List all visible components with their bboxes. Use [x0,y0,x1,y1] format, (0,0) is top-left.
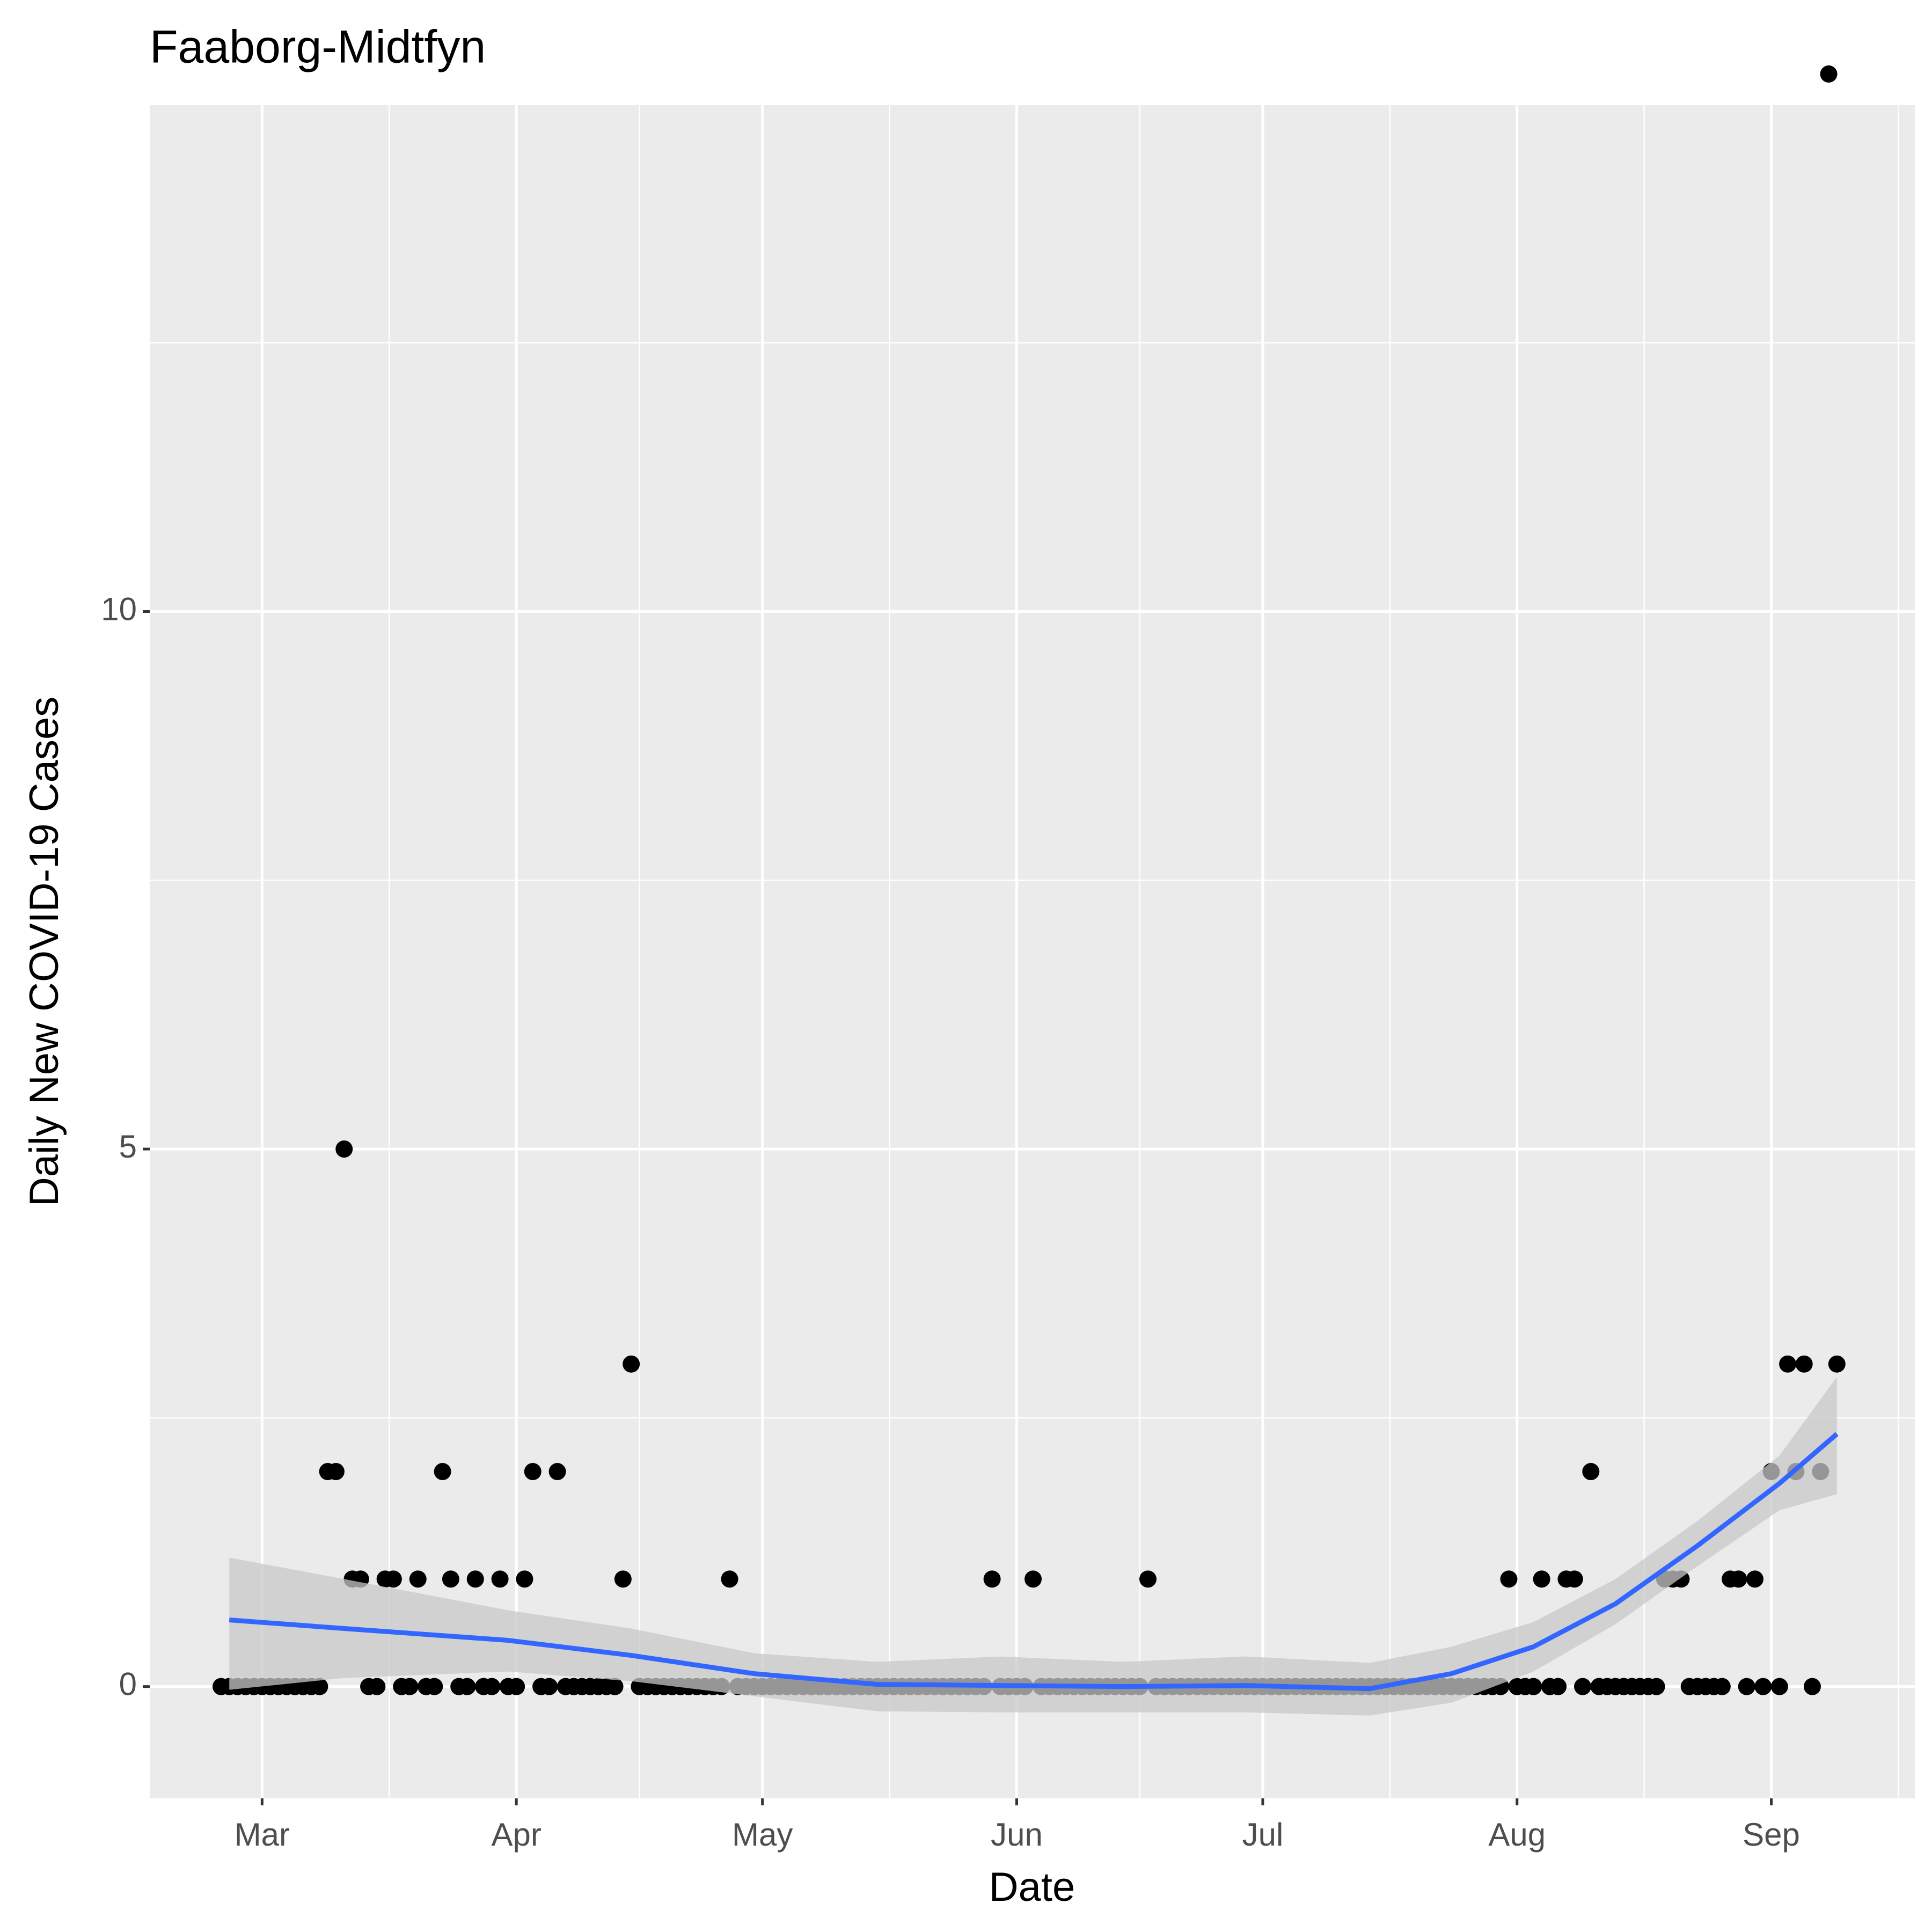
data-point [1525,1678,1542,1695]
x-tick-label: Mar [235,1817,290,1853]
x-tick-label: May [732,1817,793,1853]
x-axis-title: Date [989,1864,1075,1910]
data-point [401,1678,419,1695]
data-point [1738,1678,1755,1695]
data-point [426,1678,443,1695]
data-point [409,1570,427,1588]
data-point [1803,1678,1821,1695]
data-point [1565,1570,1583,1588]
data-point [311,1678,328,1695]
data-point [434,1463,451,1481]
data-point [483,1678,501,1695]
data-point [1828,1355,1846,1373]
data-point [442,1570,459,1588]
data-point [384,1570,402,1588]
x-tick-label: Apr [491,1817,541,1853]
data-point [1500,1570,1518,1588]
data-point [524,1463,541,1481]
y-tick-label: 5 [119,1129,137,1165]
y-tick-label: 0 [119,1666,137,1702]
x-tick-label: Jun [991,1817,1043,1853]
data-point [1549,1678,1567,1695]
data-point [1795,1355,1813,1373]
trend-line [229,1432,1839,1692]
data-point [721,1570,738,1588]
data-point [491,1570,509,1588]
data-point [458,1678,476,1695]
data-point [1730,1570,1747,1588]
data-point [1648,1678,1665,1695]
data-point [1024,1570,1042,1588]
data-point [1582,1463,1600,1481]
plot-background [150,105,1915,1798]
x-tick-label: Sep [1743,1817,1800,1853]
data-point [1574,1678,1592,1695]
x-tick-label: Jul [1242,1817,1284,1853]
data-point [516,1570,533,1588]
confidence-band [229,1377,1837,1716]
y-tick-label: 10 [101,591,137,627]
y-axis-title: Daily New COVID-19 Cases [21,697,67,1206]
data-point [1533,1570,1550,1588]
data-point [983,1570,1001,1588]
data-point [548,1463,566,1481]
data-point [368,1678,386,1695]
data-point [466,1570,484,1588]
data-point [335,1140,353,1158]
data-point [614,1570,632,1588]
data-point [1713,1678,1731,1695]
data-point [1746,1570,1763,1588]
data-point [327,1463,345,1481]
data-point [508,1678,525,1695]
data-point [623,1355,640,1373]
data-point [1779,1355,1797,1373]
data-point [540,1678,558,1695]
data-point [1139,1570,1157,1588]
chart-title: Faaborg-Midtfyn [150,21,486,73]
data-point [1820,65,1838,83]
data-point [606,1678,624,1695]
x-tick-label: Aug [1488,1817,1546,1853]
data-point [1770,1678,1788,1695]
data-point [1754,1678,1772,1695]
